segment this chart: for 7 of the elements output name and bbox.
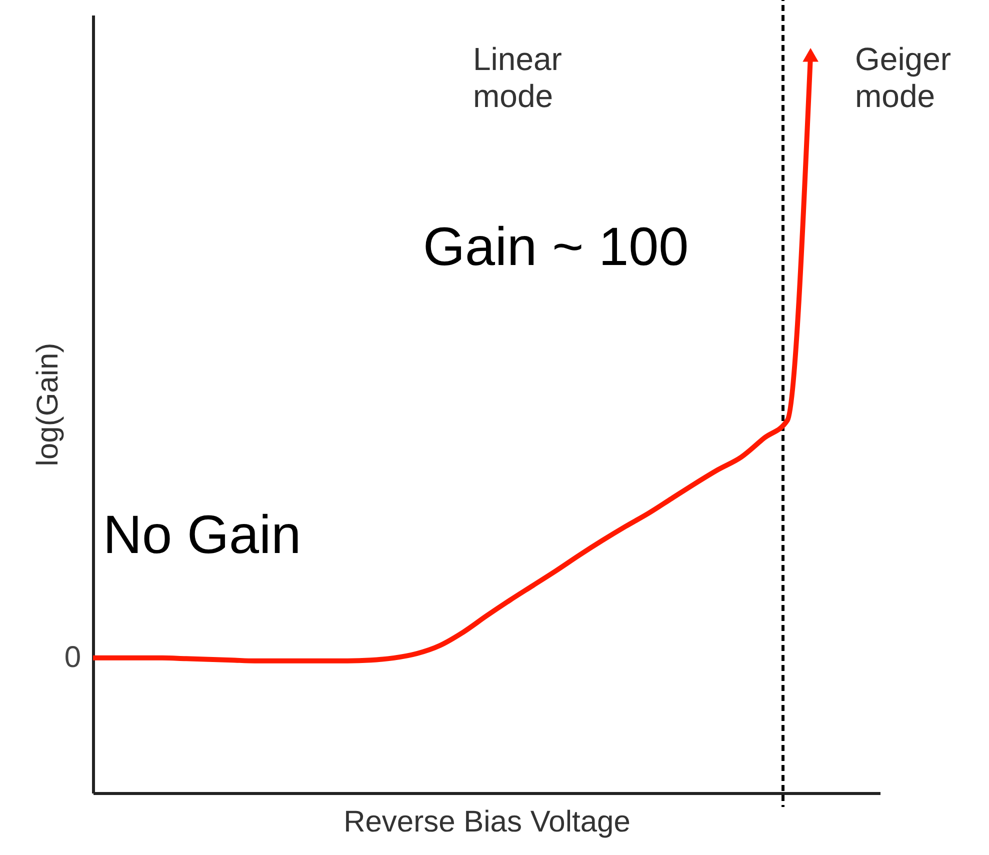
x-axis-title: Reverse Bias Voltage (344, 806, 630, 838)
annotation: Linear mode (473, 41, 562, 114)
annotation: Gain ~ 100 (423, 217, 689, 277)
annotation: No Gain (103, 505, 302, 565)
y-axis-title: log(Gain) (32, 342, 64, 466)
text: 0 (64, 640, 81, 674)
annotation: Geiger mode (855, 41, 952, 114)
